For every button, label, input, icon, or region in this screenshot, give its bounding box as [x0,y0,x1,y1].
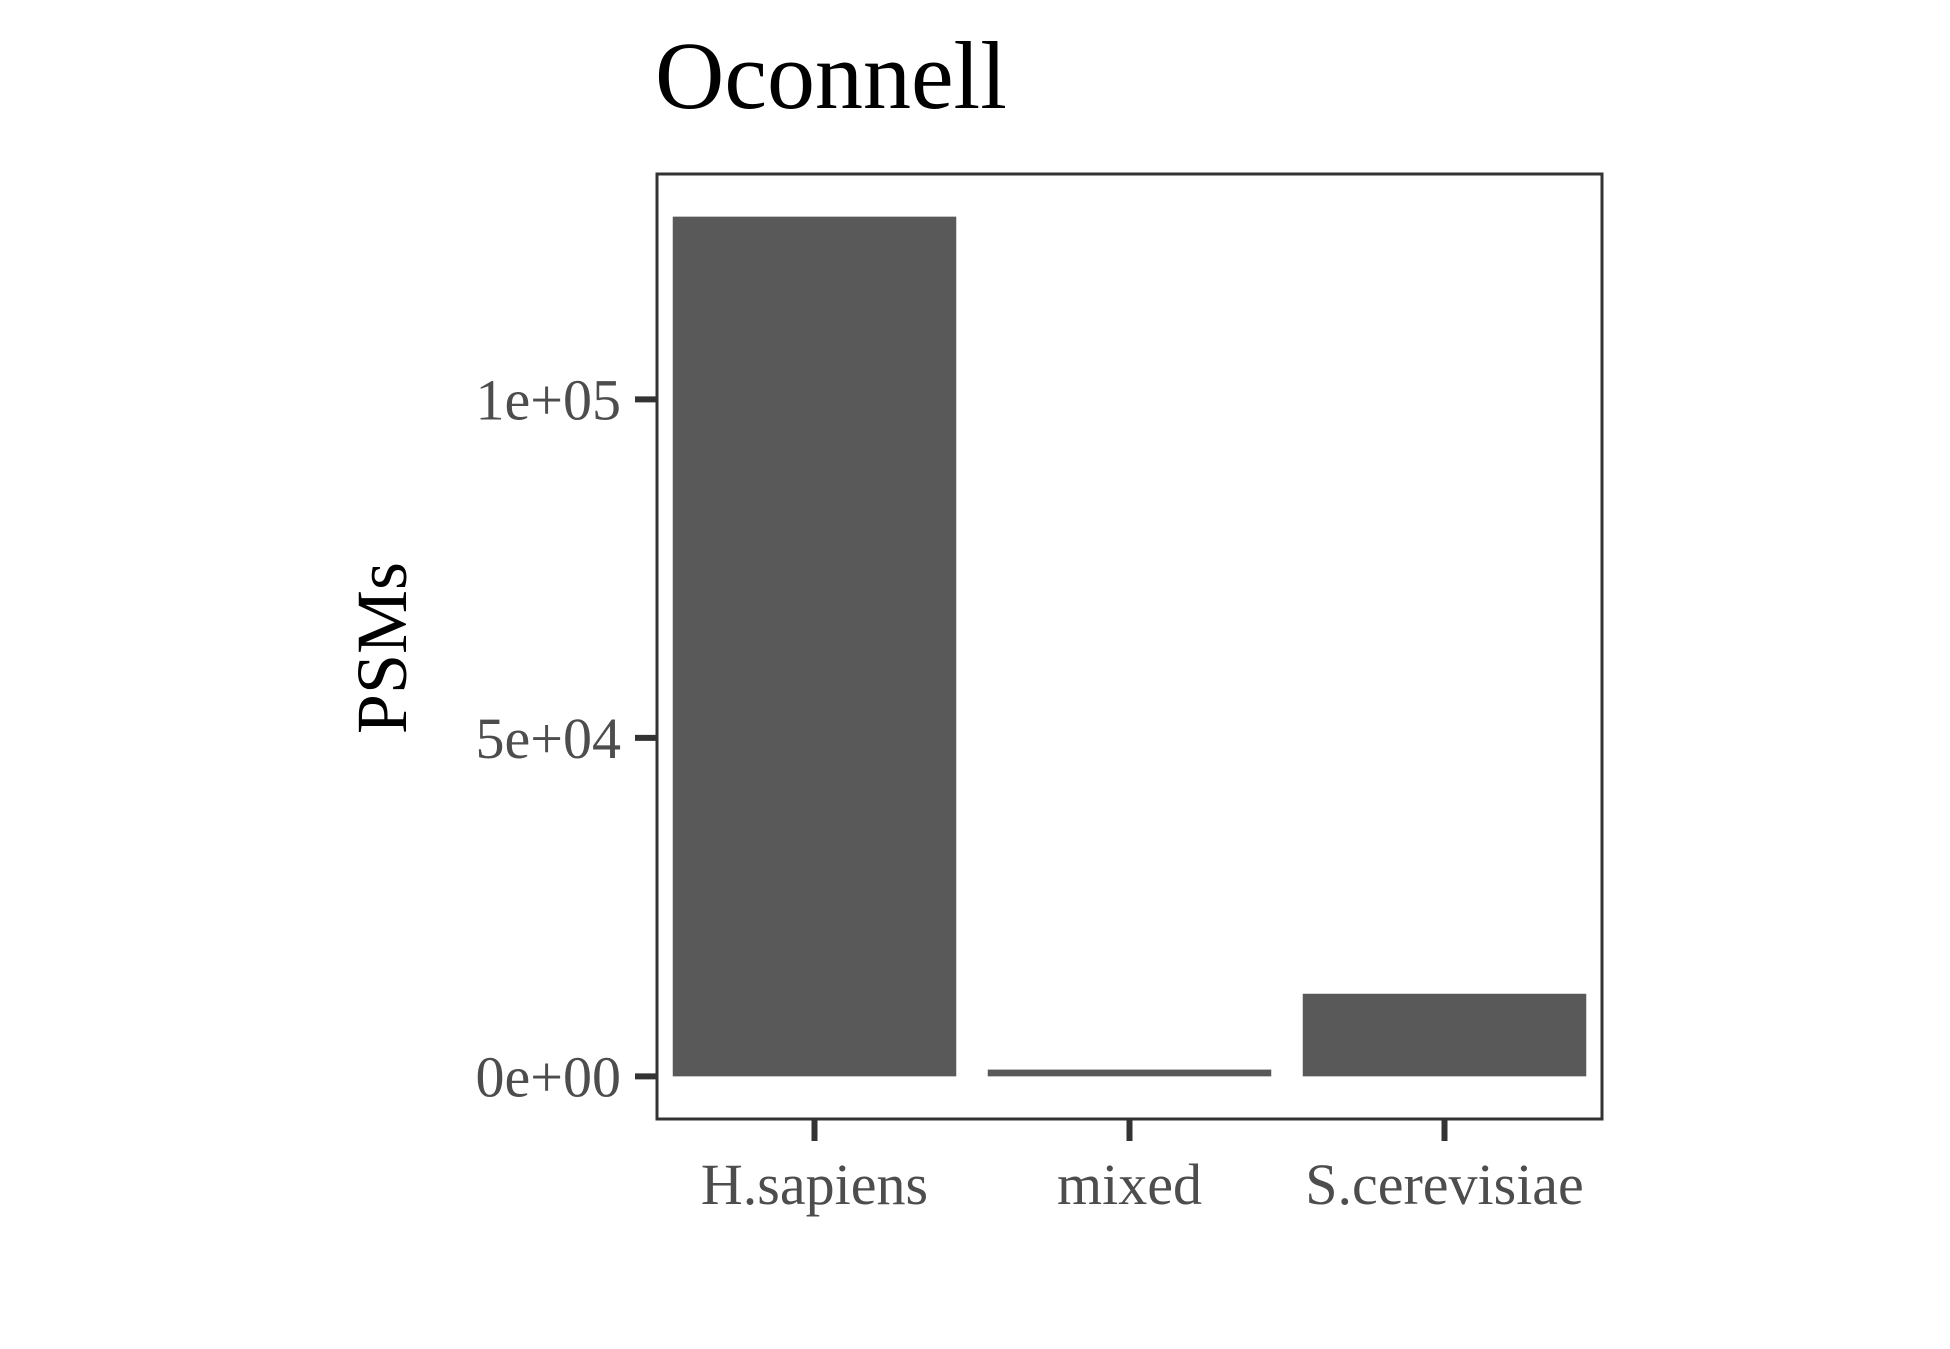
bar-s-cerevisiae [1302,993,1587,1077]
x-axis: H.sapiens mixed S.cerevisiae [701,1119,1584,1217]
x-tick-label: S.cerevisiae [1305,1152,1584,1217]
y-tick-label: 0e+00 [476,1044,621,1109]
bar-h-sapiens [672,216,957,1077]
y-tick-label: 5e+04 [476,706,621,771]
y-axis: 0e+00 5e+04 1e+05 [476,367,657,1109]
y-tick-label: 1e+05 [476,367,621,432]
y-axis-label: PSMs [342,562,422,734]
bar-mixed [987,1069,1272,1077]
x-tick-label: mixed [1057,1152,1202,1217]
bars-layer [672,216,1587,1077]
x-tick-label: H.sapiens [701,1152,928,1217]
chart-title: Oconnell [655,22,1007,129]
